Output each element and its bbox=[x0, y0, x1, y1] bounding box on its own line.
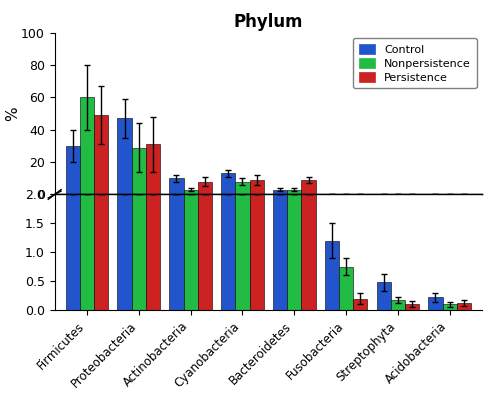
Bar bbox=[183, 195, 198, 310]
Bar bbox=[301, 180, 316, 195]
Bar bbox=[169, 178, 183, 195]
Bar bbox=[405, 304, 419, 310]
Bar bbox=[273, 195, 287, 310]
Bar bbox=[198, 195, 212, 310]
Bar bbox=[183, 190, 198, 195]
Bar bbox=[273, 190, 287, 195]
Bar bbox=[377, 282, 391, 310]
Bar bbox=[339, 267, 353, 310]
Bar bbox=[249, 180, 264, 195]
Title: Phylum: Phylum bbox=[234, 13, 303, 31]
Bar bbox=[428, 297, 443, 310]
Bar bbox=[146, 195, 160, 310]
Bar bbox=[198, 182, 212, 195]
Bar bbox=[287, 190, 301, 195]
Bar bbox=[146, 144, 160, 195]
Bar bbox=[249, 195, 264, 310]
Bar bbox=[80, 98, 94, 195]
Bar bbox=[287, 195, 301, 310]
Bar bbox=[117, 195, 132, 310]
Bar bbox=[301, 195, 316, 310]
Bar bbox=[66, 195, 80, 310]
Bar bbox=[132, 195, 146, 310]
Bar bbox=[94, 195, 108, 310]
Bar bbox=[391, 300, 405, 310]
Bar bbox=[443, 304, 457, 310]
Bar bbox=[221, 173, 236, 195]
Bar bbox=[117, 118, 132, 195]
Bar bbox=[457, 303, 471, 310]
Bar bbox=[94, 115, 108, 195]
Bar bbox=[236, 195, 249, 310]
Bar bbox=[353, 299, 367, 310]
Bar bbox=[236, 182, 249, 195]
Bar bbox=[221, 195, 236, 310]
Y-axis label: %: % bbox=[5, 106, 20, 121]
Bar bbox=[169, 195, 183, 310]
Bar bbox=[325, 241, 339, 310]
Bar bbox=[132, 148, 146, 195]
Bar bbox=[80, 195, 94, 310]
Legend: Control, Nonpersistence, Persistence: Control, Nonpersistence, Persistence bbox=[353, 38, 477, 88]
Bar bbox=[66, 146, 80, 195]
